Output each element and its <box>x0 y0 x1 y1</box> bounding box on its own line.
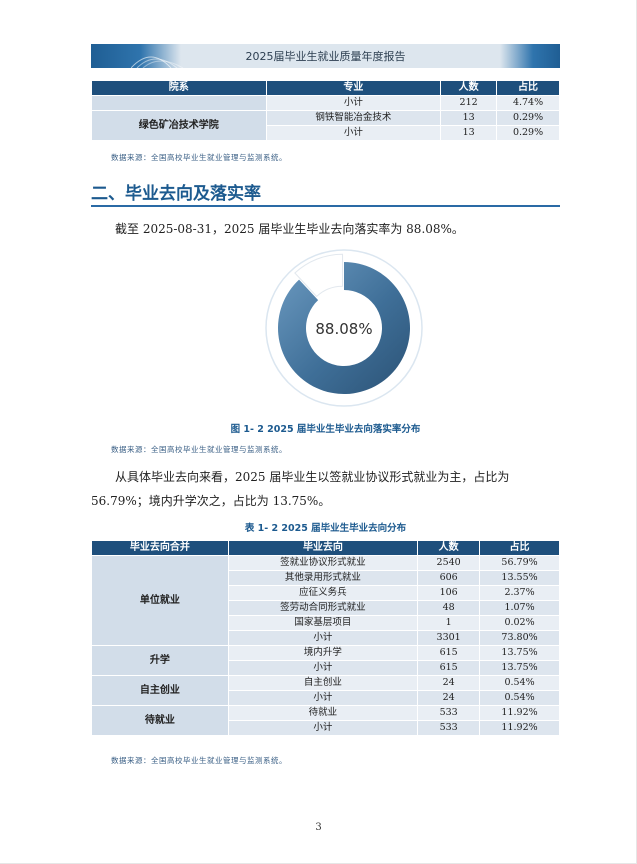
ratio-cell: 13.75% <box>479 645 560 661</box>
table-row: 绿色矿冶技术学院 钢铁智能冶金技术 13 0.29% <box>91 110 560 141</box>
destination-cell: 其他录用形式就业 <box>227 570 419 586</box>
count-cell: 13 <box>440 110 498 126</box>
section-divider <box>91 205 560 207</box>
page-number: 3 <box>315 822 322 833</box>
group-cell: 单位就业 <box>91 555 229 646</box>
data-source-note: 数据来源：全国高校毕业生就业管理与监测系统。 <box>111 756 287 765</box>
ratio-cell: 11.92% <box>479 705 560 721</box>
header-decoration-right <box>500 44 560 68</box>
data-source-note: 数据来源：全国高校毕业生就业管理与监测系统。 <box>111 153 287 162</box>
paragraph-placement-rate: 截至 2025-08-31，2025 届毕业生毕业去向落实率为 88.08%。 <box>115 222 464 236</box>
ratio-cell: 1.07% <box>479 600 560 616</box>
donut-outer-ring <box>265 249 423 407</box>
ratio-cell: 73.80% <box>479 630 560 646</box>
destination-cell: 国家基层项目 <box>227 615 419 631</box>
header-major: 专业 <box>265 80 442 96</box>
figure-caption: 图 1- 2 2025 届毕业生毕业去向落实率分布 <box>230 424 421 435</box>
header-title: 2025届毕业生就业质量年度报告 <box>245 50 406 63</box>
count-cell: 533 <box>417 705 481 721</box>
header-destination: 毕业去向 <box>227 540 419 556</box>
ratio-cell: 56.79% <box>479 555 560 571</box>
table-row: 待就业 待就业 533 11.92% <box>91 705 560 736</box>
count-cell: 1 <box>417 615 481 631</box>
table-row: 自主创业 自主创业 24 0.54% <box>91 675 560 706</box>
section-title: 二、毕业去向及落实率 <box>91 184 261 204</box>
table-row: 小计 13 0.29% <box>92 125 560 141</box>
ratio-cell: 0.02% <box>479 615 560 631</box>
header-college: 院系 <box>91 80 267 96</box>
placement-rate-donut-chart: 88.08% <box>265 249 423 407</box>
ratio-cell: 11.92% <box>479 720 560 736</box>
header-destination-group: 毕业去向合并 <box>91 540 229 556</box>
major-cell: 钢铁智能冶金技术 <box>265 110 442 126</box>
table-row: 国家基层项目 1 0.02% <box>92 615 560 631</box>
table-row: 小计 24 0.54% <box>92 690 560 706</box>
destination-cell: 小计 <box>227 660 419 676</box>
count-cell: 212 <box>440 95 498 111</box>
destination-cell: 自主创业 <box>227 675 419 691</box>
destination-cell: 境内升学 <box>227 645 419 661</box>
group-cell: 升学 <box>91 645 229 676</box>
destination-cell: 小计 <box>227 720 419 736</box>
destination-cell: 签就业协议形式就业 <box>227 555 419 571</box>
page-header: 2025届毕业生就业质量年度报告 <box>91 44 560 68</box>
destination-cell: 待就业 <box>227 705 419 721</box>
count-cell: 24 <box>417 690 481 706</box>
donut-center-label: 88.08% <box>315 320 372 338</box>
ratio-cell: 0.29% <box>496 110 560 126</box>
ratio-cell: 13.55% <box>479 570 560 586</box>
college-cell: 绿色矿冶技术学院 <box>91 110 267 141</box>
donut-slice-unplaced <box>294 253 344 298</box>
table-caption: 表 1- 2 2025 届毕业生毕业去向分布 <box>244 523 407 534</box>
group-cell: 自主创业 <box>91 675 229 706</box>
table-header-row: 毕业去向合并 毕业去向 人数 占比 <box>91 540 560 556</box>
ratio-cell: 13.75% <box>479 660 560 676</box>
destination-cell: 小计 <box>227 630 419 646</box>
table-row: 升学 境内升学 615 13.75% <box>91 645 560 676</box>
count-cell: 13 <box>440 125 498 141</box>
table-row: 签劳动合同形式就业 48 1.07% <box>92 600 560 616</box>
destination-cell: 签劳动合同形式就业 <box>227 600 419 616</box>
table-header-row: 院系 专业 人数 占比 <box>91 80 560 96</box>
major-cell: 小计 <box>265 125 442 141</box>
destination-cell: 应征义务兵 <box>227 585 419 601</box>
destination-cell: 小计 <box>227 690 419 706</box>
header-ratio: 占比 <box>479 540 560 556</box>
count-cell: 2540 <box>417 555 481 571</box>
count-cell: 615 <box>417 660 481 676</box>
major-cell: 小计 <box>265 95 442 111</box>
count-cell: 606 <box>417 570 481 586</box>
count-cell: 615 <box>417 645 481 661</box>
table-row: 小计 212 4.74% <box>91 95 560 111</box>
college-major-table: 院系 专业 人数 占比 小计 212 4.74% 绿色矿冶技术学院 钢铁智能冶金… <box>91 80 560 141</box>
table-row: 小计 615 13.75% <box>92 660 560 676</box>
count-cell: 3301 <box>417 630 481 646</box>
table-row: 应征义务兵 106 2.37% <box>92 585 560 601</box>
group-cell: 待就业 <box>91 705 229 736</box>
count-cell: 533 <box>417 720 481 736</box>
ratio-cell: 2.37% <box>479 585 560 601</box>
header-decoration-left <box>91 44 181 68</box>
ratio-cell: 0.54% <box>479 690 560 706</box>
paragraph-destination-line1: 从具体毕业去向来看，2025 届毕业生以签就业协议形式就业为主，占比为 <box>115 470 510 484</box>
college-cell <box>91 95 267 111</box>
destination-table: 毕业去向合并 毕业去向 人数 占比 单位就业 签就业协议形式就业 2540 56… <box>91 540 560 736</box>
count-cell: 106 <box>417 585 481 601</box>
count-cell: 24 <box>417 675 481 691</box>
header-ratio: 占比 <box>496 80 560 96</box>
table-row: 小计 3301 73.80% <box>92 630 560 646</box>
header-count: 人数 <box>417 540 481 556</box>
data-source-note: 数据来源：全国高校毕业生就业管理与监测系统。 <box>111 445 287 454</box>
header-arc-decoration <box>131 56 184 68</box>
donut-slice-placed <box>278 262 410 394</box>
ratio-cell: 0.29% <box>496 125 560 141</box>
table-row: 小计 533 11.92% <box>92 720 560 736</box>
header-count: 人数 <box>440 80 498 96</box>
table-row: 单位就业 签就业协议形式就业 2540 56.79% <box>91 555 560 646</box>
ratio-cell: 4.74% <box>496 95 560 111</box>
count-cell: 48 <box>417 600 481 616</box>
table-row: 其他录用形式就业 606 13.55% <box>92 570 560 586</box>
paragraph-destination-line2: 56.79%；境内升学次之，占比为 13.75%。 <box>91 494 331 508</box>
ratio-cell: 0.54% <box>479 675 560 691</box>
